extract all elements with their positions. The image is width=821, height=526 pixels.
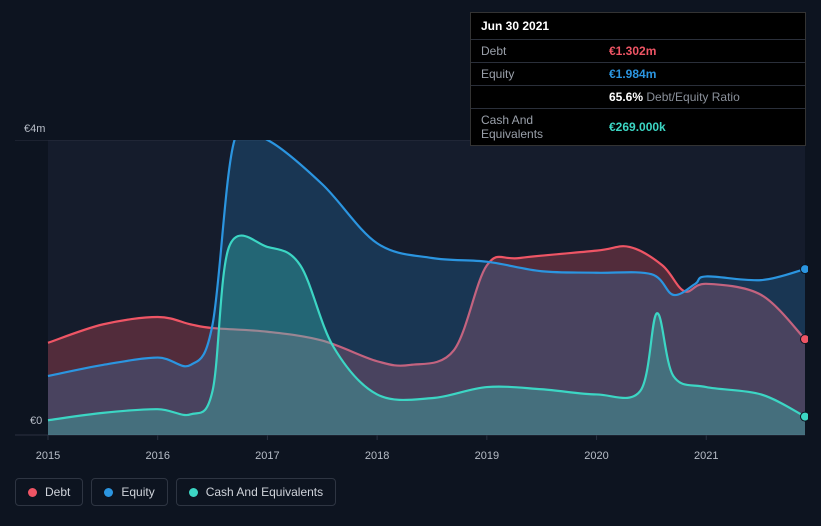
legend-dot xyxy=(104,488,113,497)
chart-legend: Debt Equity Cash And Equivalents xyxy=(15,478,336,506)
tooltip-table: Debt €1.302m Equity €1.984m 65.6% Debt/E… xyxy=(471,39,805,145)
legend-label: Debt xyxy=(45,485,70,499)
x-axis-tick-label: 2017 xyxy=(255,450,279,462)
tooltip-row-value: 65.6% Debt/Equity Ratio xyxy=(599,86,805,109)
legend-dot xyxy=(28,488,37,497)
legend-item-debt[interactable]: Debt xyxy=(15,478,83,506)
legend-label: Equity xyxy=(121,485,154,499)
tooltip-row-value: €269.000k xyxy=(599,109,805,146)
financial-chart[interactable] xyxy=(15,140,808,440)
x-axis-tick-label: 2019 xyxy=(475,450,499,462)
legend-item-cash[interactable]: Cash And Equivalents xyxy=(176,478,336,506)
tooltip-date: Jun 30 2021 xyxy=(471,13,805,39)
x-axis-tick-label: 2015 xyxy=(36,450,60,462)
tooltip-row-label: Equity xyxy=(471,63,599,86)
tooltip-row-label: Cash And Equivalents xyxy=(471,109,599,146)
tooltip-row-label xyxy=(471,86,599,109)
y-axis-tick-label: €4m xyxy=(24,123,45,135)
x-axis-tick-label: 2021 xyxy=(694,450,718,462)
tooltip-row-value: €1.984m xyxy=(599,63,805,86)
legend-dot xyxy=(189,488,198,497)
legend-item-equity[interactable]: Equity xyxy=(91,478,167,506)
x-axis-tick-label: 2020 xyxy=(584,450,608,462)
x-axis-tick-label: 2018 xyxy=(365,450,389,462)
tooltip-row-value: €1.302m xyxy=(599,40,805,63)
tooltip-row-label: Debt xyxy=(471,40,599,63)
x-axis-tick-label: 2016 xyxy=(145,450,169,462)
legend-label: Cash And Equivalents xyxy=(206,485,323,499)
chart-tooltip: Jun 30 2021 Debt €1.302m Equity €1.984m … xyxy=(470,12,806,146)
